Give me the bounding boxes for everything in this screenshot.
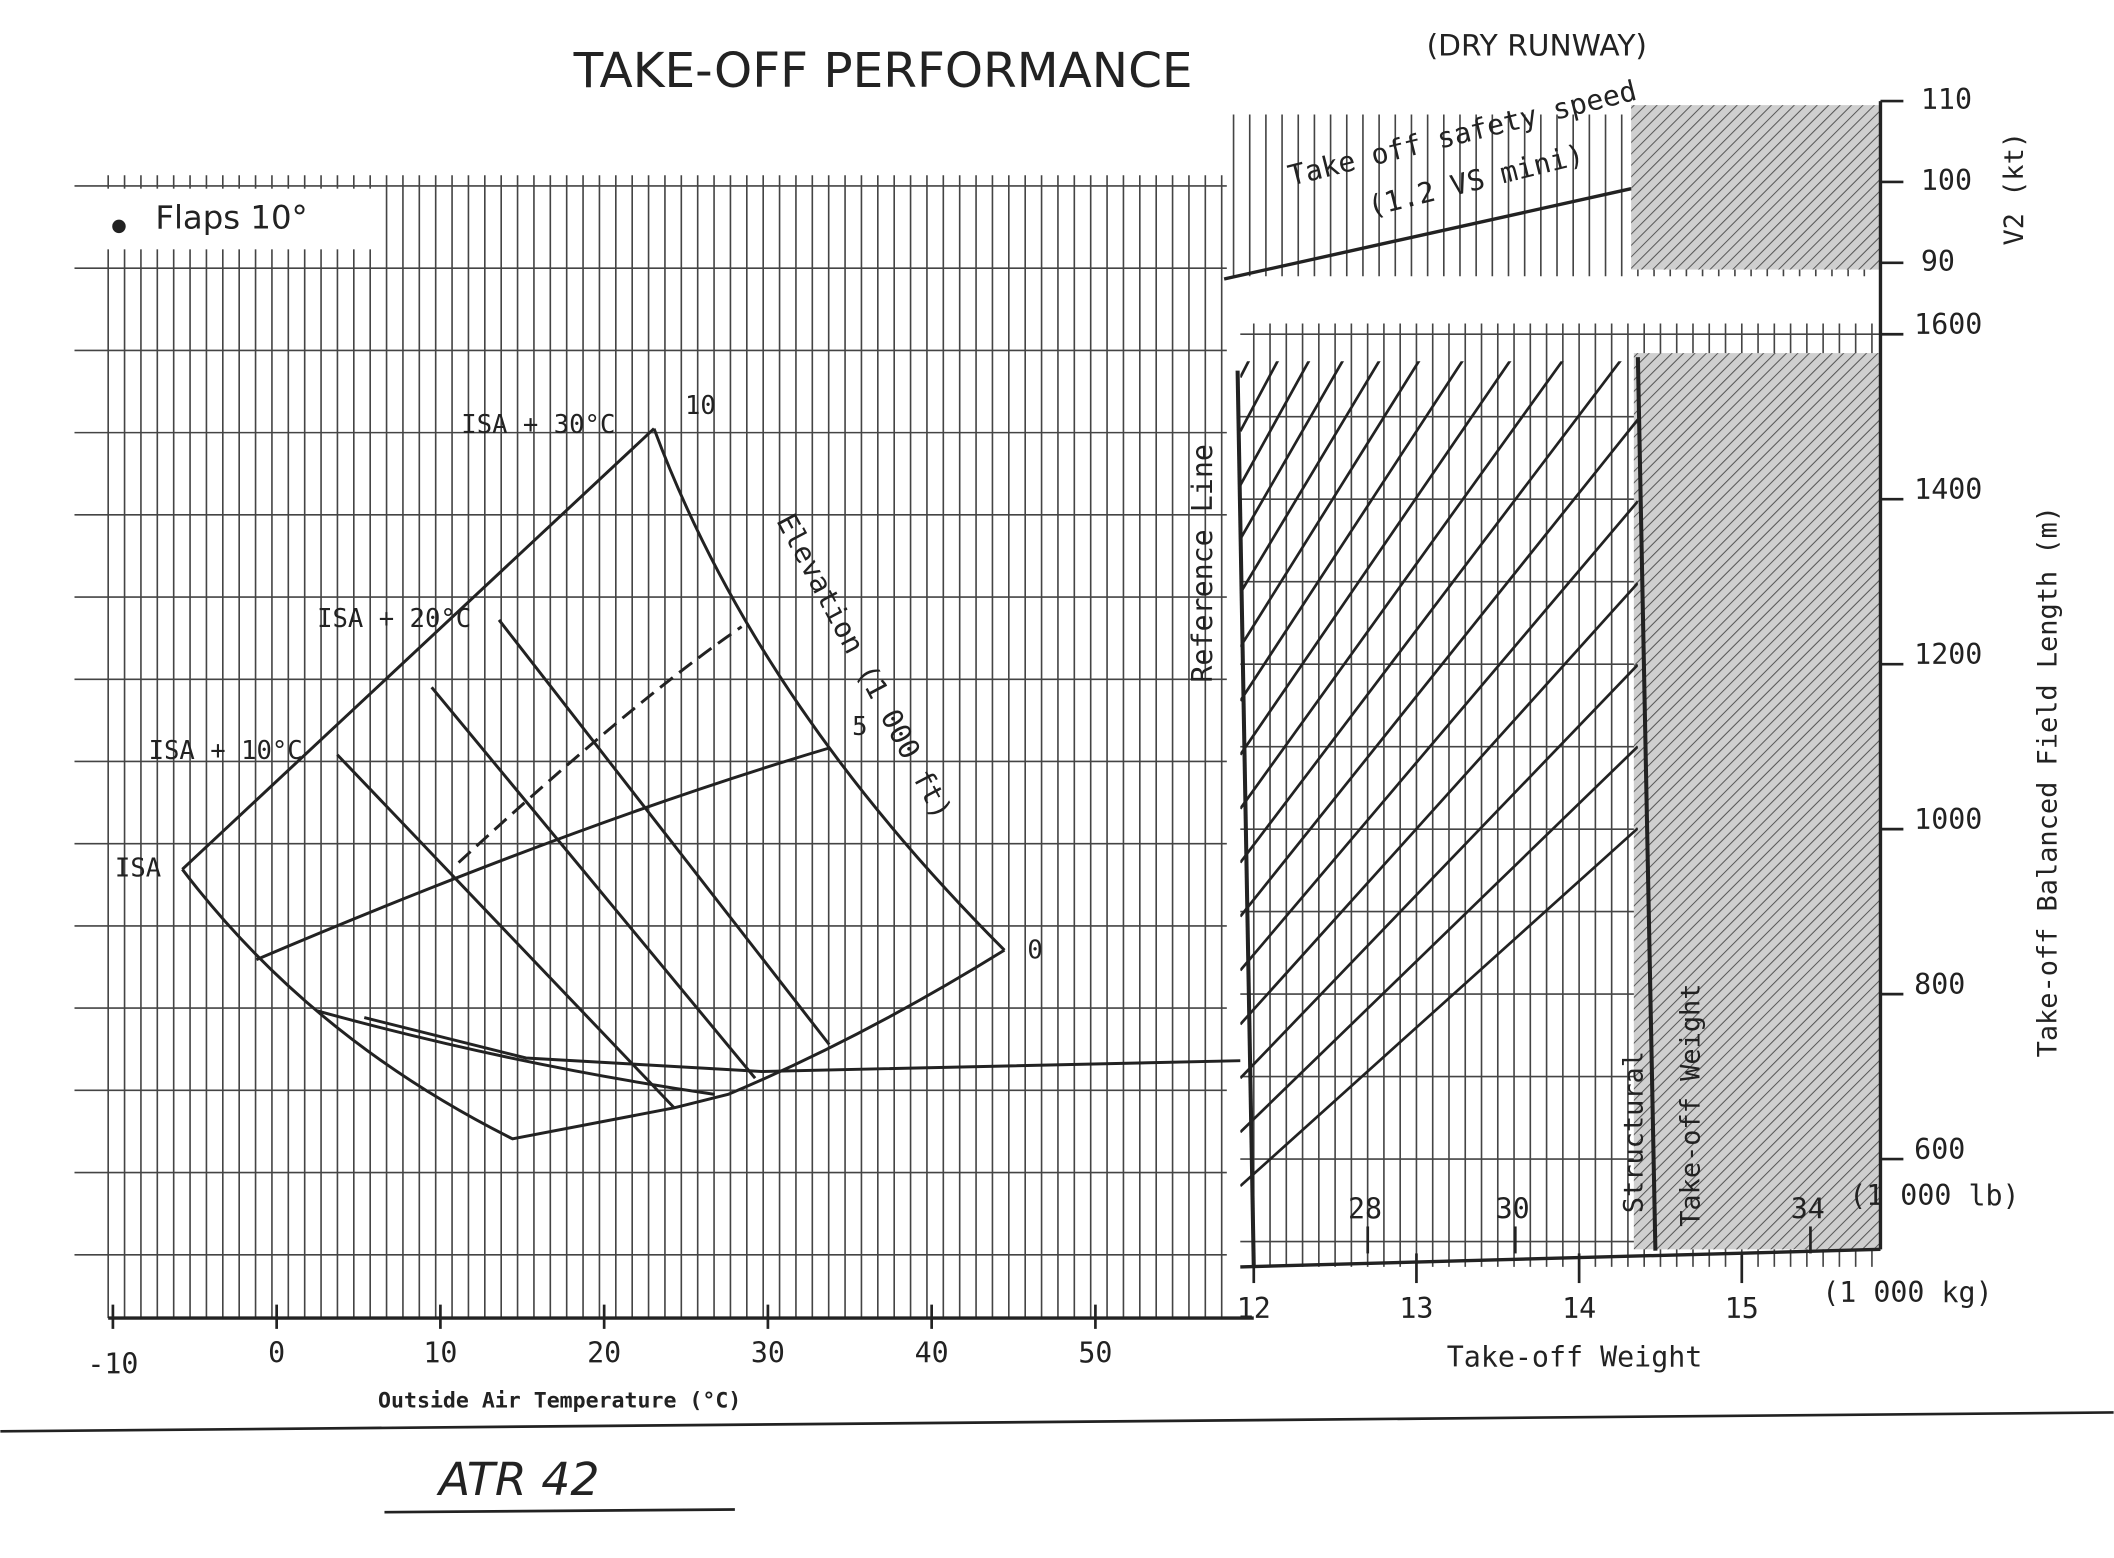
subtitle: (DRY RUNWAY) (1427, 28, 1647, 63)
weight-line (1240, 361, 1381, 594)
field-tick-label: 1400 (1914, 473, 1982, 506)
lb-tick-label: 28 (1348, 1192, 1382, 1225)
oat-tick-label: 10 (423, 1336, 457, 1369)
weight-line (1240, 418, 1638, 918)
weight-line (1240, 361, 1421, 648)
isa-label: ISA + 30°C (461, 410, 615, 440)
kg-tick-label: 13 (1399, 1292, 1433, 1325)
weight-line (1240, 582, 1638, 1026)
hatched-limit (1633, 353, 1881, 1250)
elevation-tick: 5 (852, 712, 867, 742)
weight-line (1240, 663, 1638, 1080)
weight-line (1240, 361, 1280, 432)
elevation-tick: 10 (685, 391, 716, 421)
weight-line (1240, 361, 1464, 702)
field-axis-label: Take-off Balanced Field Length (m) (2032, 506, 2063, 1057)
flaps-label: Flaps 10° (155, 199, 307, 237)
oat-tick-label: 0 (268, 1336, 285, 1369)
v2-tick-label: 100 (1921, 164, 1972, 197)
page-rule (0, 1411, 2114, 1433)
field-tick-label: 800 (1914, 968, 1965, 1001)
limit-label: Take-off Weight (1675, 984, 1706, 1227)
reference-line (1235, 370, 1256, 1267)
title: TAKE-OFF PERFORMANCE (573, 43, 1193, 99)
oat-tick-label: 40 (915, 1336, 949, 1369)
hatched-limit (1631, 105, 1881, 270)
weight-lines (1240, 361, 1638, 1188)
reference-label: Reference Line (1186, 444, 1219, 683)
kg-tick-label: 15 (1725, 1292, 1759, 1325)
field-tick-label: 600 (1914, 1133, 1965, 1166)
structural-limit (1635, 357, 1658, 1251)
v2-tick-label: 110 (1921, 83, 1972, 116)
kg-unit: (1 000 kg) (1822, 1276, 1992, 1309)
limit-label: Structural (1619, 1051, 1650, 1213)
field-tick-label: 1600 (1914, 308, 1982, 341)
weight-line (1240, 827, 1638, 1188)
v2-line (1223, 187, 1632, 281)
footer-label: ATR 42 (436, 1452, 600, 1506)
isa-label: ISA + 10°C (149, 736, 303, 766)
weight-line (1240, 500, 1638, 972)
kg-tick-label: 12 (1237, 1292, 1271, 1325)
axis-line (1240, 1247, 1881, 1269)
field-tick-label: 1000 (1914, 803, 1982, 836)
v2-axis-label: V2 (kt) (1999, 132, 2030, 246)
oat-tick-label: 20 (587, 1336, 621, 1369)
oat-tick-label: -10 (87, 1347, 138, 1380)
isa-label: ISA + 20°C (317, 604, 471, 634)
elevation-tick: 0 (1027, 936, 1042, 966)
oat-curves (181, 427, 1241, 1141)
weight-axis-label: Take-off Weight (1447, 1341, 1703, 1374)
oat-tick-label: 30 (751, 1336, 785, 1369)
kg-tick-label: 14 (1562, 1292, 1596, 1325)
lb-tick-label: 34 (1791, 1192, 1825, 1225)
flaps-box (92, 188, 376, 250)
lb-tick-label: 30 (1496, 1192, 1530, 1225)
footer-underline (384, 1508, 735, 1514)
lb-unit: (1 000 lb) (1849, 1179, 2019, 1212)
field-tick-label: 1200 (1914, 638, 1982, 671)
bullet (112, 219, 126, 234)
isa-label: ISA (115, 853, 161, 883)
weight-line (1240, 361, 1622, 864)
weight-line (1240, 745, 1638, 1134)
weight-line (1240, 361, 1311, 486)
oat-axis-label: Outside Air Temperature (°C) (378, 1389, 741, 1414)
v2-tick-label: 90 (1921, 245, 1955, 278)
weight-line (1240, 361, 1512, 756)
oat-tick-label: 50 (1078, 1336, 1112, 1369)
elevation-label: Elevation (1 000 ft) (770, 508, 959, 824)
weight-line (1240, 361, 1564, 810)
weight-line (1240, 361, 1345, 540)
